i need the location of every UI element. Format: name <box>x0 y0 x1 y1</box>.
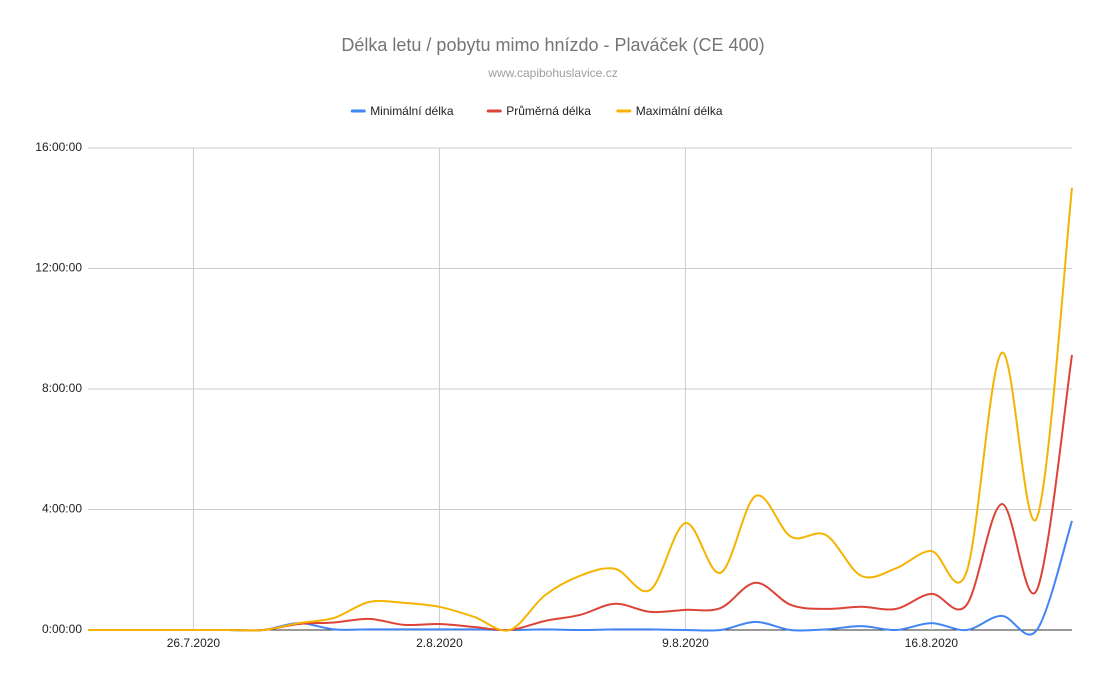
chart-title: Délka letu / pobytu mimo hnízdo - Plaváč… <box>341 35 764 55</box>
x-tick-label: 16.8.2020 <box>905 636 959 650</box>
series-line <box>88 187 1073 632</box>
series-line <box>88 354 1073 632</box>
legend-label: Maximální délka <box>636 104 723 118</box>
chart-subtitle: www.capibohuslavice.cz <box>487 66 617 80</box>
y-tick-label: 16:00:00 <box>35 140 82 154</box>
series-line <box>88 520 1073 636</box>
y-tick-label: 4:00:00 <box>42 502 82 516</box>
x-tick-label: 2.8.2020 <box>416 636 463 650</box>
y-tick-label: 12:00:00 <box>35 261 82 275</box>
y-tick-label: 0:00:00 <box>42 622 82 636</box>
x-tick-label: 26.7.2020 <box>167 636 221 650</box>
legend-label: Minimální délka <box>370 104 454 118</box>
x-tick-label: 9.8.2020 <box>662 636 709 650</box>
y-tick-label: 8:00:00 <box>42 381 82 395</box>
legend-label: Průměrná délka <box>506 104 591 118</box>
